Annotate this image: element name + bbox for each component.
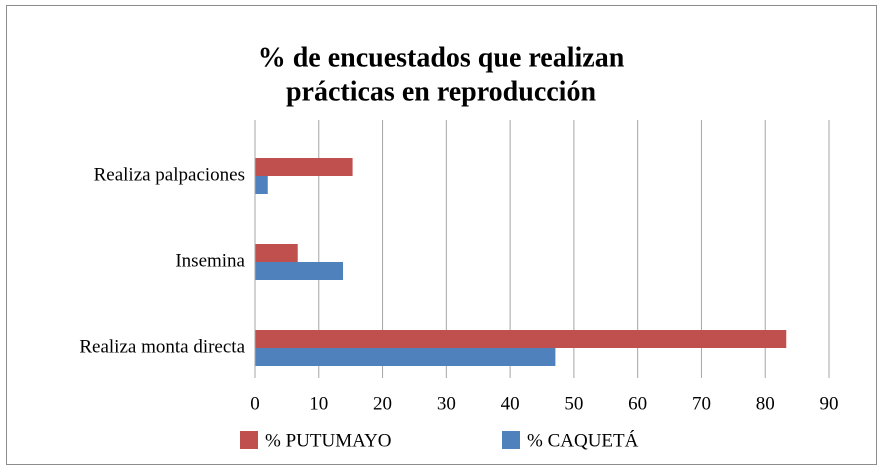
bar — [255, 262, 344, 280]
bar — [255, 158, 353, 176]
y-tick-label: Insemina — [175, 250, 245, 271]
bar — [255, 176, 268, 194]
bar — [255, 244, 298, 262]
bar — [255, 348, 556, 366]
x-tick-label: 40 — [501, 393, 520, 414]
x-tick-label: 0 — [250, 393, 260, 414]
legend-swatch — [502, 431, 520, 449]
chart-border — [6, 5, 877, 465]
y-tick-label: Realiza monta directa — [79, 336, 245, 357]
x-tick-label: 60 — [628, 393, 647, 414]
x-tick-label: 30 — [437, 393, 456, 414]
chart-title: prácticas en reproducción — [286, 76, 596, 107]
x-tick-label: 90 — [820, 393, 839, 414]
legend-label: % PUTUMAYO — [265, 430, 392, 451]
chart-title: % de encuestados que realizan — [258, 42, 625, 73]
y-tick-label: Realiza palpaciones — [94, 164, 245, 185]
x-tick-label: 70 — [692, 393, 711, 414]
x-tick-label: 80 — [756, 393, 775, 414]
legend-swatch — [240, 431, 258, 449]
x-tick-label: 20 — [373, 393, 392, 414]
x-tick-label: 10 — [309, 393, 328, 414]
legend-label: % CAQUETÁ — [527, 429, 639, 451]
bar — [255, 330, 787, 348]
x-tick-label: 50 — [564, 393, 583, 414]
